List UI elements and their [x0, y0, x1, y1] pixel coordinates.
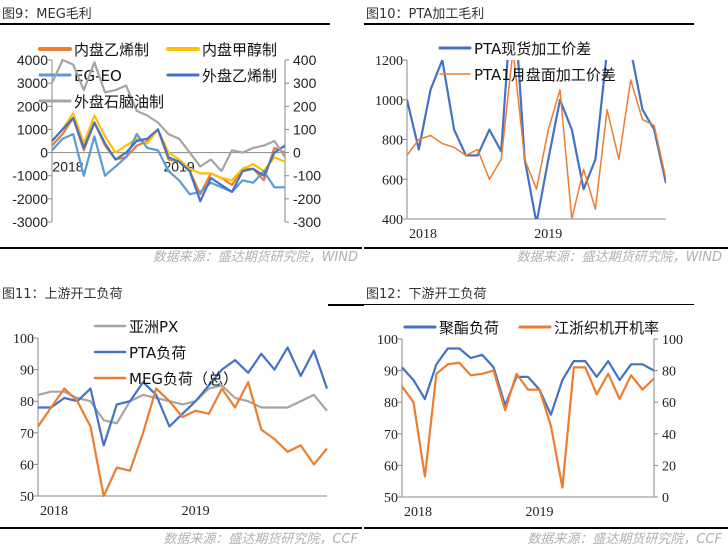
c11-y-tick-label: 90	[20, 364, 34, 379]
c12-y-tick-label: 60	[384, 459, 398, 474]
c9-y-tick-label: 4000	[17, 52, 48, 68]
c11-legend-label: MEG负荷（总）	[129, 370, 238, 388]
c9-y2-tick-label: 100	[293, 121, 317, 137]
c10-y-tick-label: 1000	[375, 94, 403, 109]
c11-y-tick-label: 80	[20, 395, 34, 410]
c9-y-tick-label: -1000	[12, 168, 48, 184]
c12-plot: 100 90 80 70 60 50 100 80 60 40 20 0 2018 2019 聚酯负荷 江浙织…	[377, 319, 683, 520]
c10-x-tick-label: 2019	[534, 227, 562, 242]
c12-y2-tick-label: 40	[662, 428, 676, 443]
c9-y2-tick-label: 200	[293, 98, 317, 114]
c9-series-line-3	[51, 133, 285, 196]
c9-legend-label: 外盘乙烯制	[202, 67, 277, 85]
c12-y2-tick-label: 0	[662, 491, 669, 506]
c9-y2-tick-label: -100	[293, 168, 321, 184]
c12-y-tick-label: 80	[384, 396, 398, 411]
chart10-bottom-rule	[364, 247, 728, 249]
c9-x-tick-label: 2019	[164, 159, 195, 175]
c9-y2-tick-label: 300	[293, 75, 317, 91]
chart11-title: 图11：上游开工负荷	[2, 287, 123, 302]
c9-series-line-4	[51, 116, 286, 203]
chart11-top-rule	[328, 304, 364, 306]
c10-series-line-2	[407, 60, 666, 219]
c10-series-line-1	[407, 60, 666, 219]
c12-x-tick-label: 2018	[404, 505, 432, 520]
c10-legend-label: PTA现货加工价差	[474, 40, 591, 58]
c11-x-tick-label: 2018	[40, 504, 68, 519]
c11-legend-label: PTA负荷	[129, 344, 186, 362]
c9-y-tick-label: 1000	[17, 121, 48, 137]
c10-y-tick-label: 800	[382, 134, 403, 149]
c12-y2-tick-label: 80	[662, 365, 676, 380]
c12-y-tick-label: 100	[377, 333, 398, 348]
chart11-source: 数据来源：盛达期货研究院，CCF	[163, 532, 358, 547]
chart12-source: 数据来源：盛达期货研究院，CCF	[527, 532, 722, 547]
c10-legend-label: PTA1月盘面加工价差	[474, 66, 616, 84]
c11-y-tick-label: 50	[20, 490, 34, 505]
c9-y2-tick-label: 400	[293, 52, 317, 68]
chart9-title: 图9：MEG毛利	[2, 7, 92, 22]
c9-y-tick-label: 0	[40, 145, 48, 161]
c12-y2-tick-label: 20	[662, 459, 676, 474]
c10-x-tick-label: 2018	[409, 227, 437, 242]
chart11-bottom-rule	[0, 527, 362, 529]
c10-plot: 1200 1000 800 600 400 2018 2019 PTA现货加工价差 PTA1月盘…	[375, 40, 666, 242]
c11-x-tick-label: 2019	[182, 504, 210, 519]
c12-legend-label: 江浙织机开机率	[554, 319, 659, 337]
c9-y2-tick-label: -300	[293, 214, 321, 230]
c12-y2-tick-label: 100	[662, 333, 683, 348]
c11-series-line-3	[37, 381, 328, 498]
c12-y-tick-label: 90	[384, 365, 398, 380]
chart10-source: 数据来源：盛达期货研究院，WIND	[516, 250, 722, 265]
c9-x-tick-label: 2018	[52, 159, 83, 175]
c9-y-tick-label: 3000	[17, 75, 48, 91]
chart10-top-rule	[364, 23, 694, 25]
c11-series-line-2	[38, 346, 329, 447]
c9-legend-label: 内盘乙烯制	[74, 41, 149, 59]
c11-y-tick-label: 70	[20, 427, 34, 442]
c11-plot: 100 90 80 70 60 50 2018 2019 亚洲PX PTA负荷 MEG负荷（总）	[13, 318, 329, 519]
c10-y-tick-label: 600	[382, 173, 403, 188]
c12-y-tick-label: 50	[384, 491, 398, 506]
chart12-title: 图12：下游开工负荷	[366, 287, 487, 302]
chart12-top-rule	[364, 304, 694, 305]
c12-x-tick-label: 2019	[525, 505, 553, 520]
c12-series-line-1	[401, 347, 655, 416]
c10-y-tick-label: 400	[382, 213, 403, 228]
c11-y-tick-label: 60	[20, 458, 34, 473]
c9-y2-tick-label: -200	[293, 191, 321, 207]
c9-legend-label: 外盘石脑油制	[74, 93, 164, 111]
c9-legend-label: 内盘甲醇制	[202, 41, 277, 59]
c12-y2-tick-label: 60	[662, 396, 676, 411]
c12-legend-label: 聚酯负荷	[439, 319, 499, 337]
c9-legend-label: EG-EO	[74, 67, 122, 85]
c9-series-line-2	[51, 112, 286, 182]
chart10-title: 图10：PTA加工毛利	[366, 7, 485, 22]
c11-legend-label: 亚洲PX	[129, 318, 178, 336]
c9-plot: 40003000200010000-1000-2000-300040030020…	[12, 41, 321, 230]
c9-y-tick-label: -2000	[12, 191, 48, 207]
c9-y-tick-label: -3000	[12, 214, 48, 230]
chart9-bottom-rule	[0, 247, 362, 249]
c9-y2-tick-label: 0	[293, 145, 301, 161]
chart9-top-rule	[0, 23, 330, 25]
c10-y-tick-label: 1200	[375, 54, 403, 69]
c12-y-tick-label: 70	[384, 428, 398, 443]
chart12-bottom-rule	[364, 527, 728, 529]
chart9-source: 数据来源：盛达期货研究院，WIND	[152, 250, 358, 265]
c11-series-line-1	[37, 384, 328, 425]
c12-series-line-2	[401, 361, 655, 489]
c11-y-tick-label: 100	[13, 332, 34, 347]
c9-series-line-5	[51, 58, 286, 173]
